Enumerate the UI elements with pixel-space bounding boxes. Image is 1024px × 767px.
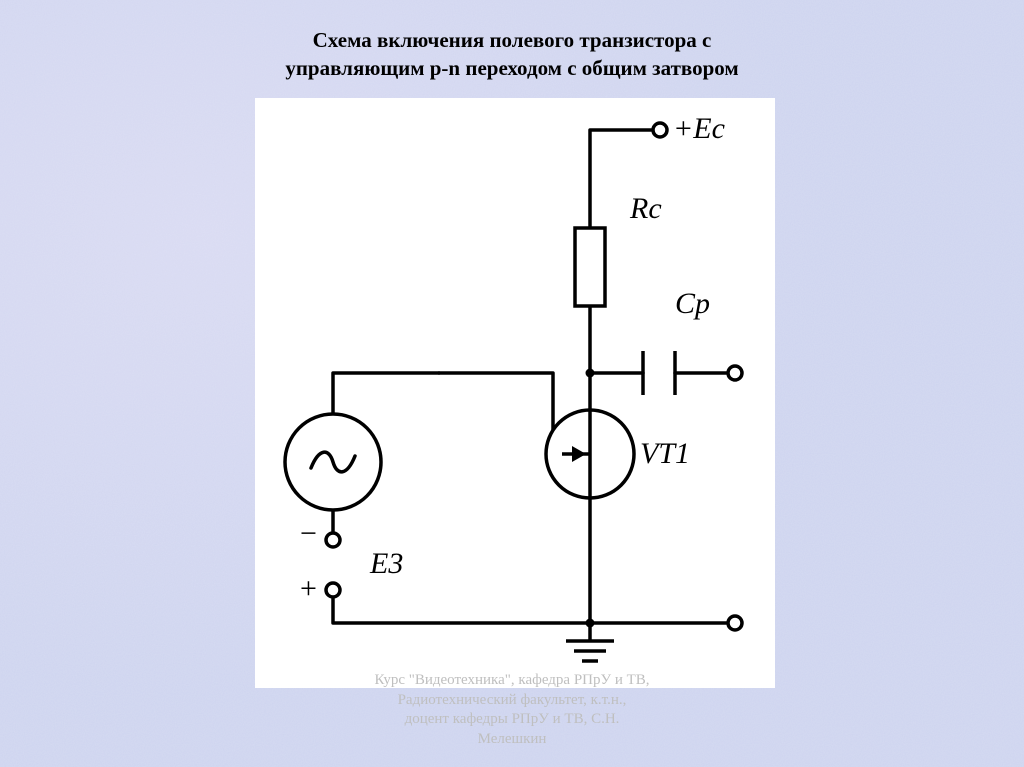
svg-text:+: + (300, 572, 317, 605)
schematic-svg: +Eс Rс Ср VT1 Е3 − + (255, 98, 775, 688)
svg-text:VT1: VT1 (640, 437, 690, 470)
page-title: Схема включения полевого транзистора с у… (0, 26, 1024, 83)
svg-text:−: − (300, 517, 317, 550)
title-line-1: Схема включения полевого транзистора с (313, 28, 712, 52)
svg-text:Rс: Rс (629, 192, 662, 225)
footer-text: Курс "Видеотехника", кафедра РПрУ и ТВ, … (0, 671, 1024, 749)
title-line-2: управляющим p-n переходом с общим затвор… (285, 56, 738, 80)
page-root: Схема включения полевого транзистора с у… (0, 0, 1024, 767)
svg-text:Ср: Ср (675, 287, 710, 320)
schematic-panel: +Eс Rс Ср VT1 Е3 − + (255, 98, 775, 688)
svg-text:+Eс: +Eс (673, 112, 725, 145)
svg-text:Е3: Е3 (369, 547, 403, 580)
